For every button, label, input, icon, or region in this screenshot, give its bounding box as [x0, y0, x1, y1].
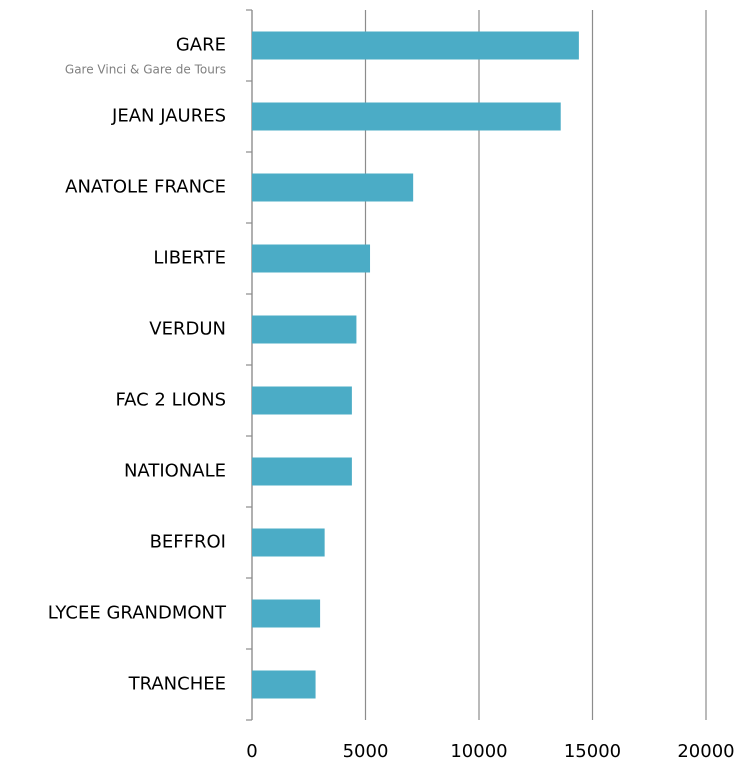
x-tick-label: 5000 — [343, 741, 389, 762]
y-tick-label: GARE — [176, 35, 226, 56]
y-tick-label: JEAN JAURES — [111, 106, 226, 127]
y-tick-label: LIBERTE — [153, 248, 226, 269]
x-tick-label: 10000 — [450, 741, 507, 762]
annotation: Gare Vinci & Gare de Tours — [65, 63, 226, 77]
y-tick-label: ANATOLE FRANCE — [65, 177, 226, 198]
x-tick-label: 0 — [246, 741, 257, 762]
bar — [252, 528, 325, 557]
y-tick-label: BEFFROI — [150, 532, 226, 553]
bar — [252, 599, 321, 628]
bar — [252, 457, 352, 486]
y-tick-label: TRANCHEE — [128, 674, 226, 695]
bar — [252, 315, 357, 344]
bar — [252, 386, 352, 415]
x-tick-label: 15000 — [564, 741, 621, 762]
y-tick-label: NATIONALE — [124, 461, 226, 482]
bar — [252, 670, 316, 699]
y-tick-label: LYCEE GRANDMONT — [48, 603, 227, 624]
y-tick-label: VERDUN — [149, 319, 226, 340]
y-tick-label: FAC 2 LIONS — [115, 390, 226, 411]
bar — [252, 173, 414, 202]
bar — [252, 31, 579, 60]
bar — [252, 244, 371, 273]
bar — [252, 102, 561, 131]
x-tick-label: 20000 — [677, 741, 734, 762]
